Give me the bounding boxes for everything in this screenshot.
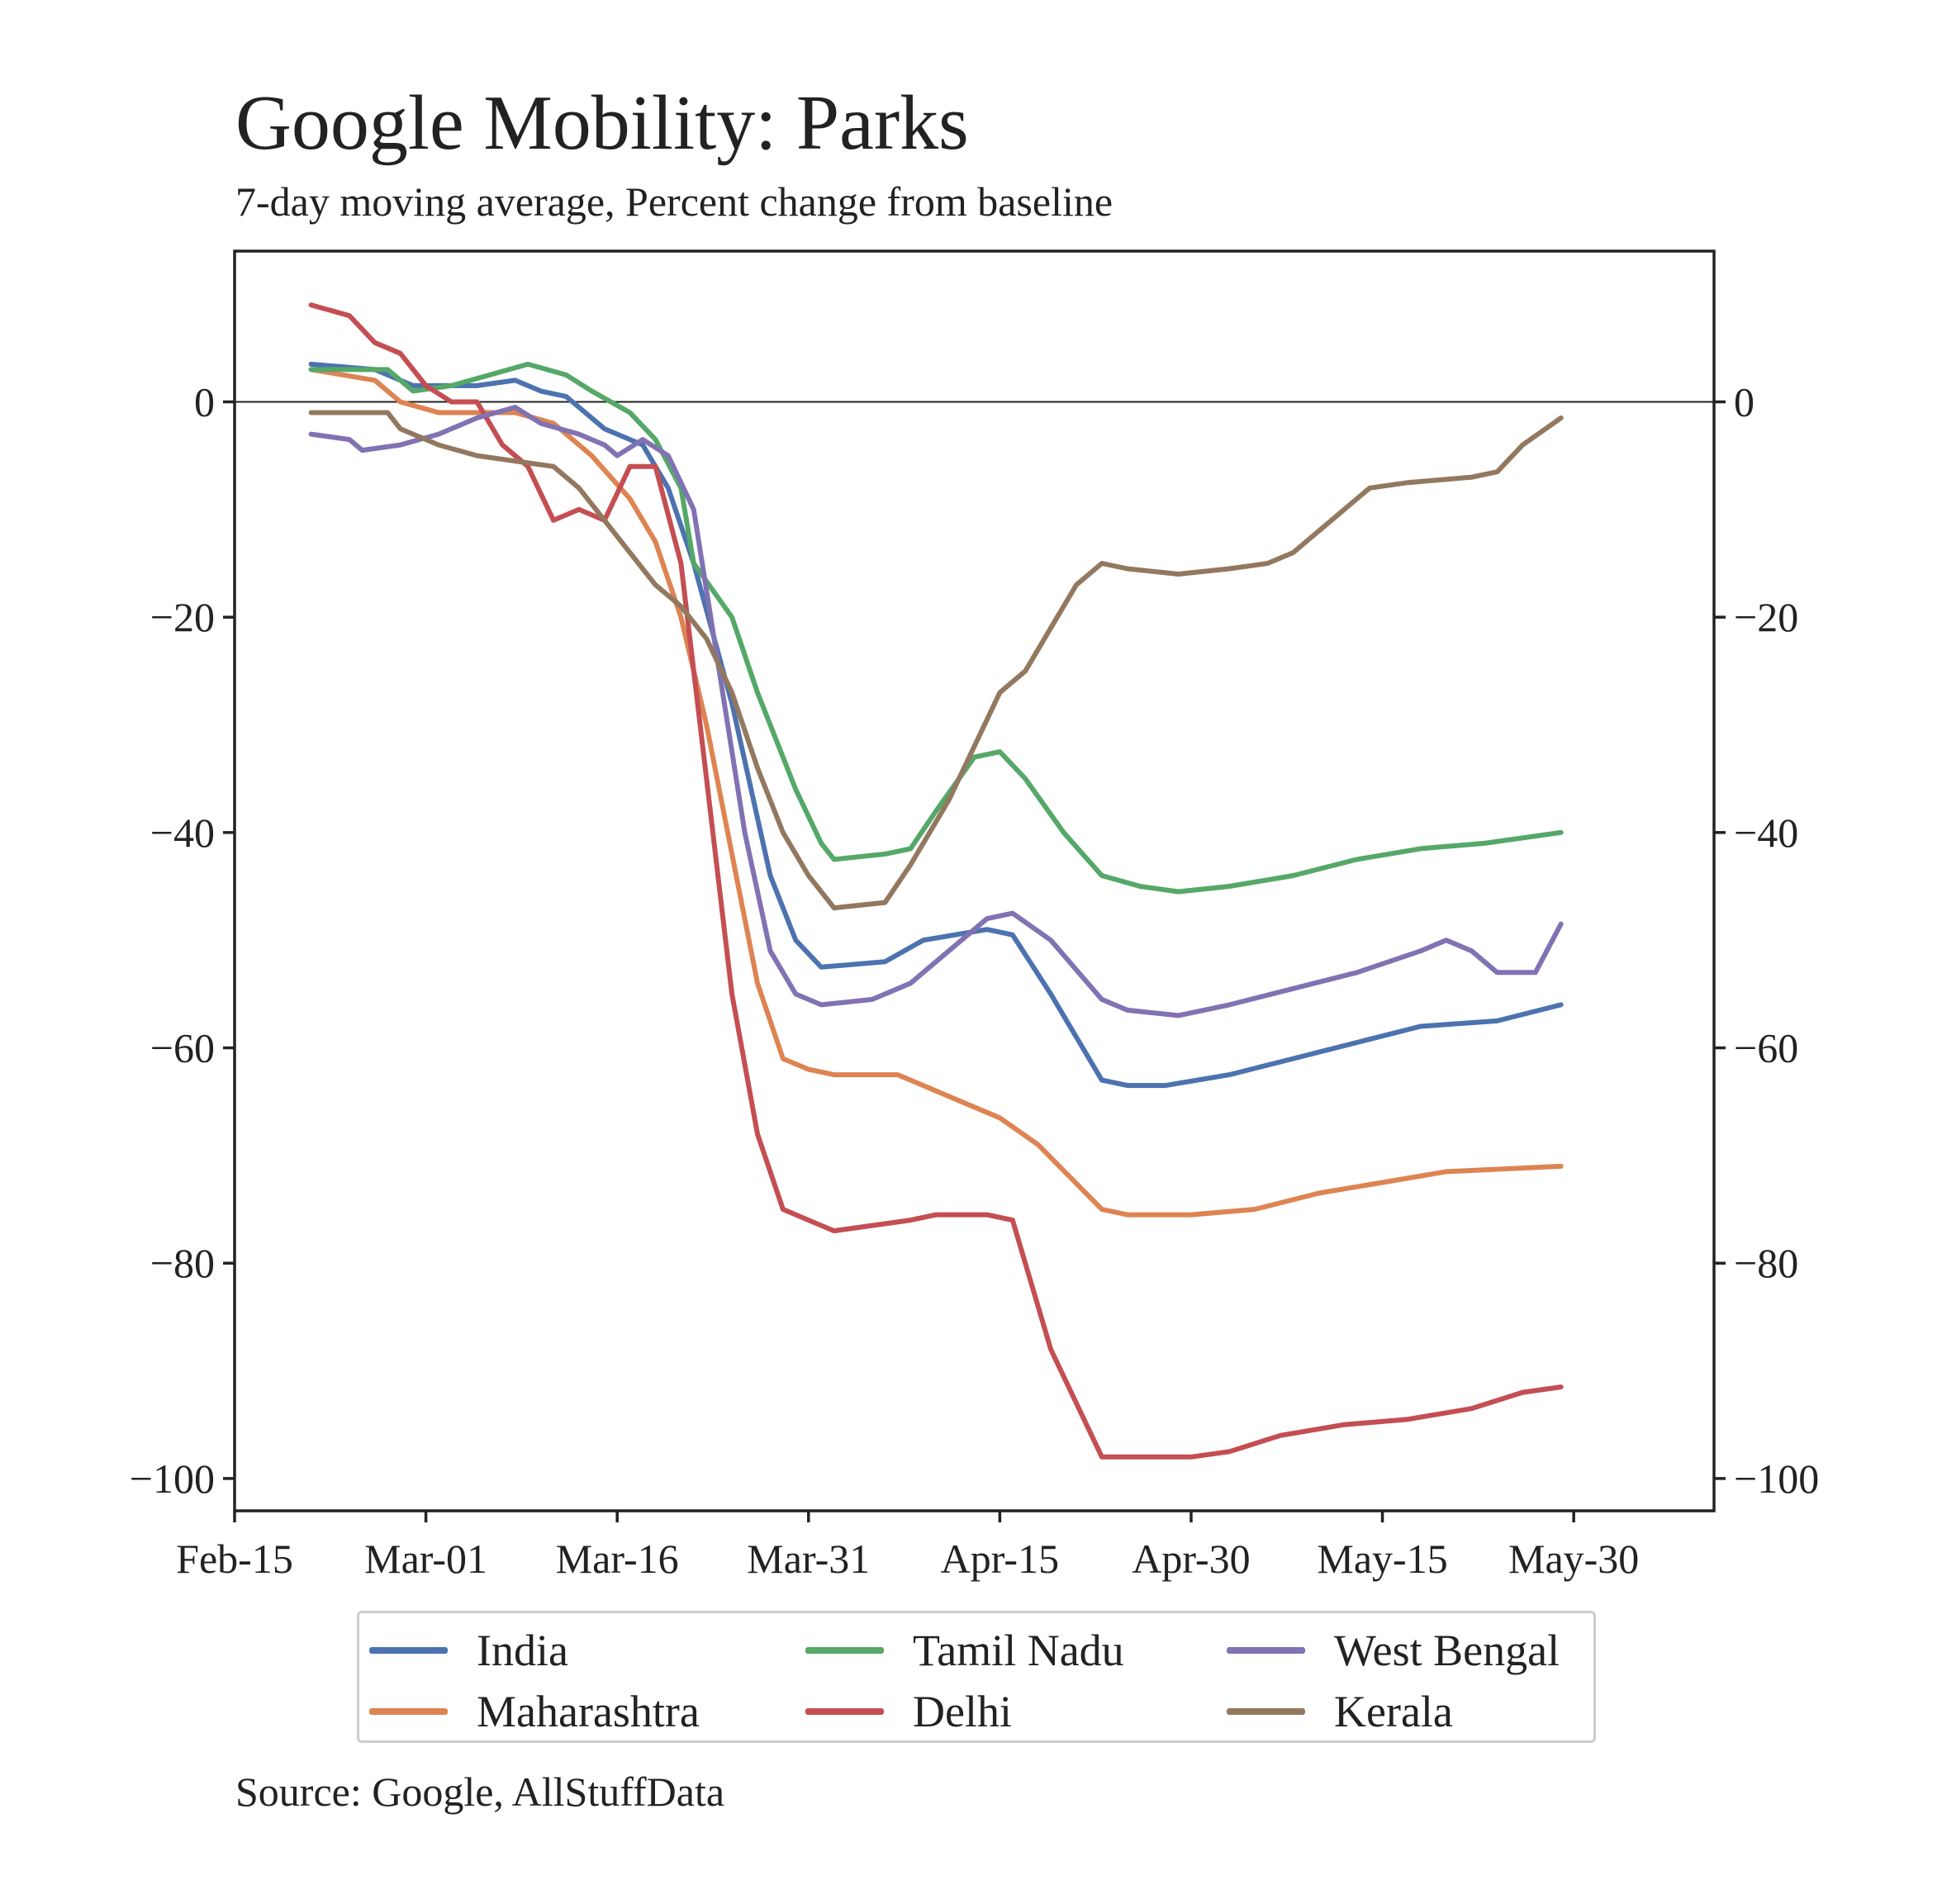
axis-layer: 0 0 −20 −20 −40 −40 −60 −60 −80 −80 −100 −100 Feb-15… [130, 378, 1819, 1582]
xtick-label: Mar-31 [747, 1536, 870, 1582]
chart-subtitle: 7-day moving average, Percent change fro… [235, 178, 1113, 225]
legend-label-india: India [477, 1626, 568, 1675]
legend: India Maharashtra Tamil Nadu Delhi West … [357, 1611, 1596, 1743]
series-line-kerala [308, 410, 1564, 911]
legend-swatch-tamil-nadu [805, 1647, 884, 1654]
legend-item-tamil-nadu: Tamil Nadu [805, 1621, 1124, 1679]
chart-source: Source: Google, AllStuffData [235, 1769, 725, 1815]
ytick-label-left: 0 [194, 378, 215, 425]
legend-label-maharashtra: Maharashtra [477, 1687, 700, 1736]
legend-swatch-maharashtra [369, 1708, 448, 1715]
legend-label-delhi: Delhi [913, 1687, 1012, 1736]
xtick-label: May-30 [1508, 1536, 1639, 1582]
ytick-label-left: −80 [150, 1240, 215, 1286]
legend-swatch-west-bengal [1227, 1647, 1305, 1654]
xtick-label: May-15 [1317, 1536, 1447, 1582]
legend-swatch-kerala [1227, 1708, 1305, 1715]
ytick-label-left: −60 [150, 1025, 215, 1071]
legend-item-maharashtra: Maharashtra [369, 1683, 700, 1740]
ytick-label-left: −100 [130, 1455, 215, 1502]
ytick-label-right: −100 [1734, 1455, 1819, 1502]
plot-frame [233, 249, 1716, 1512]
legend-swatch-delhi [805, 1708, 884, 1715]
ytick-label-right: −60 [1734, 1025, 1798, 1071]
series-line-maharashtra [308, 367, 1564, 1218]
ytick-label-right: −20 [1734, 594, 1798, 640]
ytick-label-left: −40 [150, 810, 215, 856]
series-line-tamil-nadu [308, 361, 1564, 895]
xtick-label: Feb-15 [176, 1536, 293, 1582]
legend-item-west-bengal: West Bengal [1227, 1621, 1560, 1679]
series-line-india [308, 361, 1564, 1089]
ytick-label-right: −80 [1734, 1240, 1798, 1286]
legend-label-kerala: Kerala [1334, 1687, 1453, 1736]
legend-swatch-india [369, 1647, 448, 1654]
xtick-label: Apr-15 [941, 1536, 1059, 1582]
legend-item-delhi: Delhi [805, 1683, 1012, 1740]
series-layer [308, 302, 1564, 1460]
series-line-delhi [308, 302, 1564, 1460]
ytick-label-right: 0 [1734, 378, 1754, 425]
legend-item-india: India [369, 1621, 568, 1679]
xtick-label: Apr-30 [1132, 1536, 1250, 1582]
legend-label-tamil-nadu: Tamil Nadu [913, 1626, 1124, 1675]
xtick-label: Mar-01 [364, 1536, 487, 1582]
legend-label-west-bengal: West Bengal [1334, 1626, 1560, 1675]
ytick-label-left: −20 [150, 594, 215, 640]
series-line-west-bengal [308, 405, 1564, 1018]
ytick-label-right: −40 [1734, 810, 1798, 856]
legend-item-kerala: Kerala [1227, 1683, 1453, 1740]
xtick-label: Mar-16 [556, 1536, 679, 1582]
chart-title: Google Mobility: Parks [235, 80, 969, 166]
